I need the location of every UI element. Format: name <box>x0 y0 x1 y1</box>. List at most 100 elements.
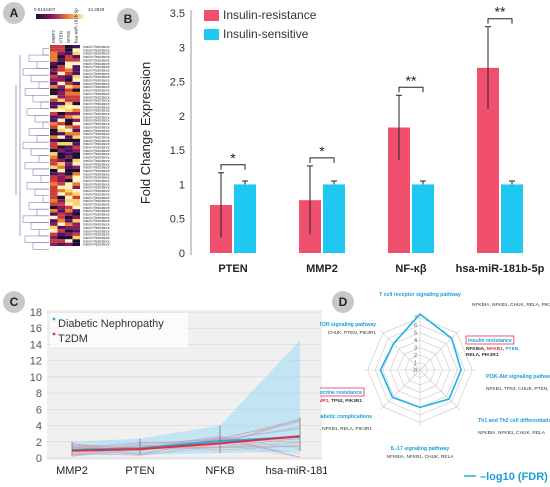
heatmap-row-label: Insulin Resistance <box>83 142 110 146</box>
bar-category-label: NF-κβ <box>395 263 426 275</box>
dendrogram-branch <box>38 229 49 237</box>
heatmap-cell <box>72 195 80 200</box>
radar-gene-span: PTEN, <box>505 346 520 352</box>
heatmap-cell <box>57 222 65 226</box>
heatmap-cell <box>72 88 80 92</box>
heatmap-row-label: Insulin Resistance <box>83 135 110 139</box>
significance-bracket <box>309 157 335 163</box>
heatmap-cell <box>50 205 58 210</box>
heatmap-cell <box>65 185 73 190</box>
heatmap-cell <box>57 65 65 69</box>
heatmap-cell <box>57 105 65 109</box>
heatmap-row-label: Insulin Resistance <box>83 89 110 93</box>
heatmap-cell <box>65 239 73 243</box>
dendrogram-branch <box>36 135 49 143</box>
line-category-label: NFKB <box>205 465 234 477</box>
heatmap-row-label: Insulin Resistance <box>83 213 110 217</box>
heatmap-cell <box>50 175 58 179</box>
heatmap-cell <box>50 232 58 236</box>
heatmap-row-label: Insulin Resistance <box>83 156 110 160</box>
heatmap-row-label: Insulin Resistance <box>83 58 110 62</box>
heatmap-cell <box>65 101 73 106</box>
heatmap-cell <box>65 65 73 69</box>
dendrogram-branch <box>22 68 49 76</box>
bar-ytick-label: 2 <box>179 111 185 123</box>
heatmap-cell <box>50 138 58 143</box>
heatmap-cell <box>65 168 73 173</box>
heatmap-cell <box>72 78 80 82</box>
heatmap-cell <box>72 209 80 213</box>
line-ytick-label: 6 <box>36 404 42 416</box>
heatmap-cell <box>72 215 80 220</box>
heatmap-cell <box>65 78 73 82</box>
heatmap-cell <box>72 122 80 126</box>
heatmap-cell <box>50 71 58 76</box>
heatmap-cell <box>57 45 65 49</box>
heatmap-row-label: Insulin Resistance <box>83 216 110 220</box>
heatmap-cell <box>50 192 58 196</box>
panel-label-b: B <box>117 8 139 30</box>
heatmap-cell <box>72 242 80 246</box>
heatmap-cell <box>72 71 80 76</box>
heatmap-cell <box>72 182 80 186</box>
bar-ytick-label: 1 <box>179 179 185 191</box>
heatmap-cell <box>65 215 73 220</box>
heatmap-cell <box>72 225 80 230</box>
line-ytick-label: 12 <box>30 356 42 368</box>
line-chart: 0 2 4 6 8 10 12 14 16 18 MMP2 PTEN NFKB hsa-miR-181b… <box>30 307 327 477</box>
heatmap-row-label: Insulin Resistance <box>83 169 110 173</box>
heatmap-cell <box>57 101 65 106</box>
heatmap-cell <box>65 142 73 146</box>
heatmap-cell <box>50 158 58 163</box>
dendrogram-branch <box>42 48 49 56</box>
heatmap-cell <box>57 145 65 149</box>
bar <box>477 67 499 253</box>
heatmap-cell <box>65 225 73 230</box>
bar-ytick-label: 0.5 <box>170 214 185 226</box>
heatmap-cell <box>50 128 58 133</box>
bar-category-label: MMP2 <box>306 263 338 275</box>
heatmap-cell <box>57 235 65 240</box>
heatmap-cell <box>65 195 73 200</box>
radar-spoke <box>380 369 421 410</box>
dendrogram-branch <box>40 101 49 109</box>
bar <box>323 184 345 253</box>
heatmap-row-label: Insulin Resistance <box>83 52 110 56</box>
heatmap-cell <box>72 101 80 106</box>
radar-axis-title: AGE-RAGE signaling pathway in diabetic c… <box>320 414 372 420</box>
heatmap-cell <box>50 68 58 72</box>
heatmap-cell <box>50 225 58 230</box>
heatmap-cell <box>50 195 58 200</box>
heatmap-cell <box>72 105 80 109</box>
radar-axis-genes: NFKBIA, NFKB1, CHUK, RELA, PIK3R1 <box>472 302 550 308</box>
radar-highlight-box <box>320 387 365 397</box>
heatmap-cell <box>57 202 65 206</box>
dendrogram-branch <box>42 121 49 129</box>
heatmap-row-label: Insulin Resistance <box>83 55 110 59</box>
heatmap-cell <box>65 61 73 66</box>
heatmap-cell <box>57 132 65 136</box>
heatmap-cell <box>50 172 58 176</box>
dendrogram-branch <box>34 188 49 196</box>
radar-ring-label: 2 <box>414 353 417 359</box>
heatmap-row-label: Insulin Resistance <box>83 65 110 69</box>
heatmap-row-label: Insulin Resistance <box>83 112 110 116</box>
heatmap-cell <box>57 128 65 133</box>
panel-label-a: A <box>3 2 25 24</box>
heatmap-cell <box>72 115 80 119</box>
heatmap-cell <box>72 135 80 139</box>
heatmap-cell <box>57 135 65 139</box>
heatmap-cell <box>50 75 58 79</box>
heatmap-cell <box>65 189 73 193</box>
heatmap-cell <box>57 168 65 173</box>
heatmap-row-label: Insulin Resistance <box>83 82 110 86</box>
heatmap-row-label: Insulin Resistance <box>83 209 110 213</box>
heatmap-cell <box>57 182 65 186</box>
heatmap-cell <box>57 125 65 129</box>
heatmap-cell <box>65 105 73 109</box>
heatmap-cell <box>57 205 65 210</box>
heatmap-cell <box>57 91 65 96</box>
heatmap-cell <box>65 162 73 166</box>
heatmap-cell <box>65 112 73 116</box>
line-ytick-label: 18 <box>30 307 42 319</box>
